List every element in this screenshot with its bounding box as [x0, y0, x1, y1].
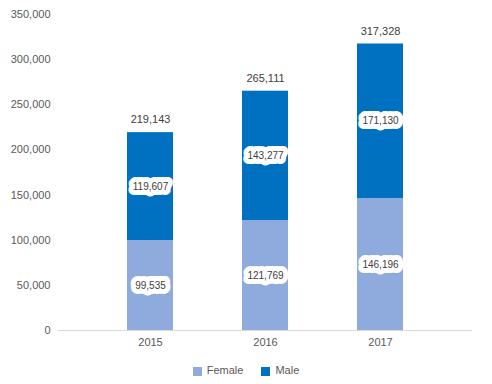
- svg-text:300,000: 300,000: [11, 53, 51, 65]
- svg-text:350,000: 350,000: [11, 8, 51, 20]
- svg-text:2015: 2015: [138, 336, 162, 348]
- svg-text:250,000: 250,000: [11, 98, 51, 110]
- svg-text:171,130: 171,130: [362, 115, 399, 126]
- svg-text:2017: 2017: [368, 336, 392, 348]
- html-text:Male: Male: [275, 364, 300, 376]
- svg-text:50,000: 50,000: [17, 279, 51, 291]
- svg-text:121,769: 121,769: [247, 270, 284, 281]
- svg-text:317,328: 317,328: [361, 25, 401, 37]
- svg-text:265,111: 265,111: [246, 72, 284, 84]
- svg-text:99,535: 99,535: [135, 280, 166, 291]
- svg-text:200,000: 200,000: [11, 143, 51, 155]
- html-text:Female: Female: [206, 364, 244, 376]
- svg-text:143,277: 143,277: [247, 150, 284, 161]
- svg-text:119,607: 119,607: [133, 181, 169, 192]
- svg-text:100,000: 100,000: [11, 234, 51, 246]
- svg-text:2016: 2016: [253, 336, 277, 348]
- svg-text:0: 0: [44, 324, 50, 336]
- svg-text:150,000: 150,000: [11, 189, 51, 201]
- svg-text:219,143: 219,143: [131, 113, 171, 125]
- svg-text:146,196: 146,196: [362, 259, 399, 270]
